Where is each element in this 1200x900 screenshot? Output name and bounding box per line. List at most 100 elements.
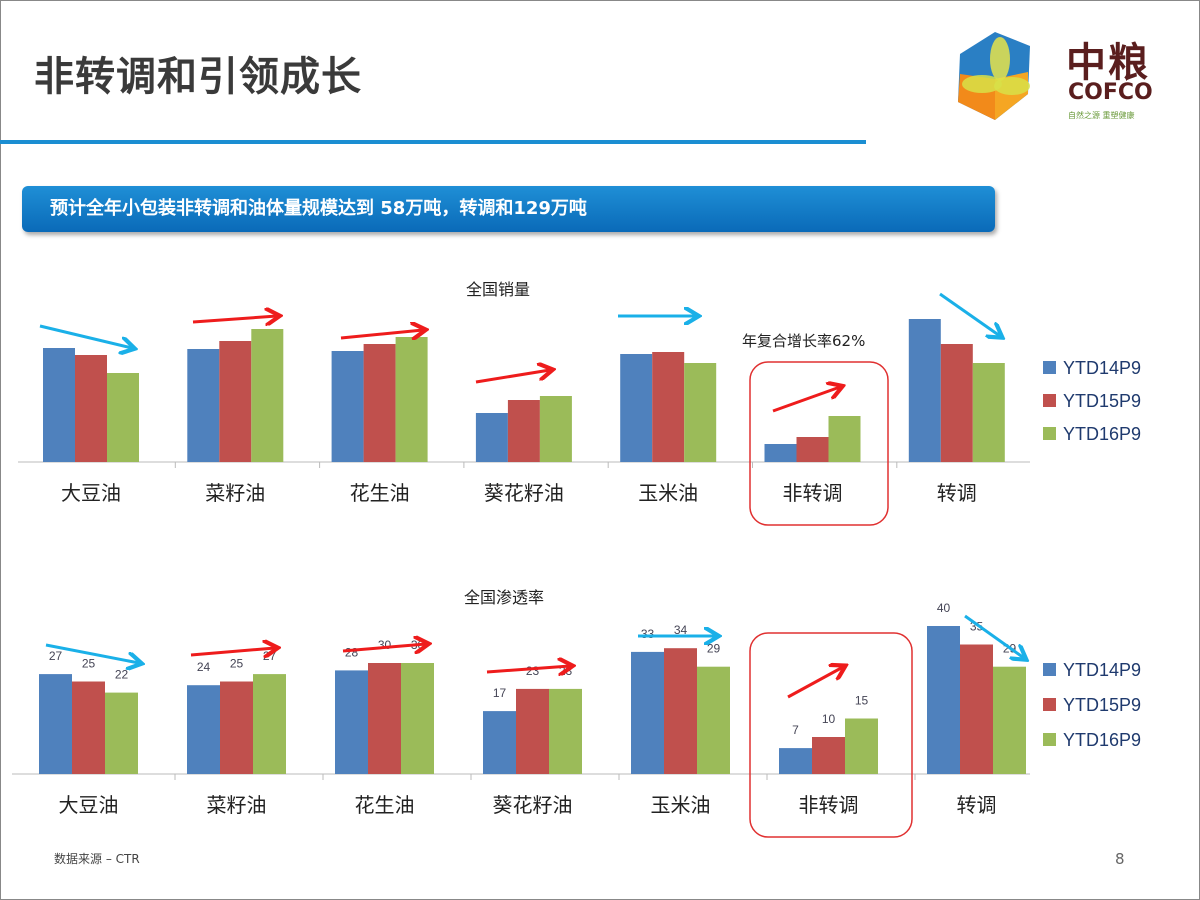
bar-YTD16P9-3 xyxy=(539,396,572,462)
legend-label: YTD14P9 xyxy=(1063,660,1141,680)
bar-YTD15P9-2 xyxy=(368,663,401,774)
logo-slogan: 自然之源 重塑健康 xyxy=(1068,111,1135,120)
logo-text-en: COFCO xyxy=(1068,80,1153,105)
data-label: 25 xyxy=(82,657,96,671)
data-source: 数据来源 – CTR xyxy=(54,852,140,866)
data-label: 25 xyxy=(230,657,244,671)
legend-label: YTD15P9 xyxy=(1063,391,1141,411)
bar-YTD15P9-3 xyxy=(516,688,549,774)
bar-YTD16P9-6 xyxy=(972,363,1005,462)
bar-YTD15P9-1 xyxy=(219,341,252,462)
category-label: 非转调 xyxy=(783,481,843,505)
trend-arrow-up xyxy=(475,370,550,384)
bar-YTD15P9-4 xyxy=(652,352,685,462)
data-label: 27 xyxy=(49,649,63,663)
category-label: 玉米油 xyxy=(638,481,698,505)
bar-YTD15P9-0 xyxy=(72,681,105,774)
bar-YTD15P9-5 xyxy=(812,737,845,774)
trend-arrow-up xyxy=(486,666,570,672)
bar-YTD15P9-4 xyxy=(664,648,697,774)
bar-YTD14P9-5 xyxy=(779,748,812,774)
bar-YTD14P9-0 xyxy=(43,348,75,462)
legend-label: YTD16P9 xyxy=(1063,424,1141,444)
headline-banner: 预计全年小包装非转调和油体量规模达到 58万吨，转调和129万吨 xyxy=(22,186,995,232)
bar-YTD15P9-0 xyxy=(75,355,107,462)
highlight-box xyxy=(749,361,889,526)
data-label: 24 xyxy=(197,660,211,674)
category-label: 转调 xyxy=(957,793,997,817)
bar-YTD16P9-3 xyxy=(549,688,582,774)
bar-YTD14P9-6 xyxy=(908,319,941,462)
data-label: 29 xyxy=(707,642,721,656)
category-label: 大豆油 xyxy=(59,793,119,817)
category-label: 玉米油 xyxy=(651,793,711,817)
title-underline xyxy=(0,140,866,144)
chart-title-penetration: 全国渗透率 xyxy=(464,588,545,607)
trend-arrow-down xyxy=(939,292,1000,336)
bar-YTD16P9-0 xyxy=(105,692,138,774)
data-label: 33 xyxy=(641,627,655,641)
bar-YTD15P9-1 xyxy=(220,681,253,774)
bar-YTD15P9-6 xyxy=(940,344,973,462)
bar-YTD16P9-1 xyxy=(251,329,284,462)
bar-YTD15P9-6 xyxy=(960,644,993,774)
data-label: 27 xyxy=(263,649,277,663)
highlight-box xyxy=(749,632,913,838)
trend-arrow-up xyxy=(340,330,423,338)
bar-YTD14P9-2 xyxy=(331,351,364,462)
category-label: 花生油 xyxy=(350,481,410,505)
category-label: 大豆油 xyxy=(61,481,121,505)
category-label: 葵花籽油 xyxy=(484,481,564,505)
trend-arrow-up xyxy=(772,387,840,413)
category-label: 转调 xyxy=(937,481,977,505)
legend-label: YTD14P9 xyxy=(1063,358,1141,378)
data-label: 22 xyxy=(115,668,129,682)
bar-YTD14P9-0 xyxy=(39,674,72,774)
bar-YTD16P9-2 xyxy=(401,663,434,774)
bar-YTD16P9-5 xyxy=(828,416,861,462)
trend-arrow-up xyxy=(342,644,426,651)
trend-arrow-up xyxy=(190,648,275,655)
cofco-logo-icon xyxy=(958,32,1030,120)
bar-YTD15P9-3 xyxy=(507,400,540,462)
bar-YTD16P9-4 xyxy=(697,666,730,774)
bar-YTD16P9-1 xyxy=(253,674,286,774)
legend-label: YTD15P9 xyxy=(1063,695,1141,715)
bar-YTD16P9-2 xyxy=(395,337,428,462)
data-label: 15 xyxy=(855,694,869,708)
bar-YTD14P9-3 xyxy=(483,711,516,774)
data-label: 10 xyxy=(822,712,836,726)
data-label: 40 xyxy=(937,601,951,615)
legend-swatch xyxy=(1043,394,1056,407)
bar-YTD14P9-1 xyxy=(187,349,220,462)
category-label: 菜籽油 xyxy=(207,793,267,817)
trend-arrow-down xyxy=(964,614,1024,658)
legend-swatch xyxy=(1043,361,1056,374)
legend-label: YTD16P9 xyxy=(1063,730,1141,750)
legend-swatch xyxy=(1043,698,1056,711)
data-label: 30 xyxy=(378,638,392,652)
bar-YTD14P9-1 xyxy=(187,685,220,774)
bar-YTD16P9-4 xyxy=(684,363,717,462)
growth-annotation: 年复合增长率62% xyxy=(742,332,865,350)
bar-YTD14P9-4 xyxy=(620,354,653,462)
legend-swatch xyxy=(1043,733,1056,746)
bar-YTD16P9-6 xyxy=(993,666,1026,774)
bar-YTD15P9-5 xyxy=(796,437,829,462)
trend-arrow-down xyxy=(39,324,132,348)
page-number: 8 xyxy=(1115,850,1125,868)
data-label: 34 xyxy=(674,623,688,637)
trend-arrow-up xyxy=(787,667,843,699)
trend-arrow-up xyxy=(192,316,277,322)
data-label: 28 xyxy=(345,645,359,659)
bar-YTD14P9-3 xyxy=(475,413,508,462)
data-label: 17 xyxy=(493,686,507,700)
logo-text-cn: 中粮 xyxy=(1066,40,1150,86)
bar-YTD16P9-0 xyxy=(107,373,139,462)
bar-YTD14P9-6 xyxy=(927,626,960,774)
legend-swatch xyxy=(1043,663,1056,676)
bar-YTD15P9-2 xyxy=(363,344,396,462)
category-label: 葵花籽油 xyxy=(493,793,573,817)
data-label: 23 xyxy=(526,664,540,678)
